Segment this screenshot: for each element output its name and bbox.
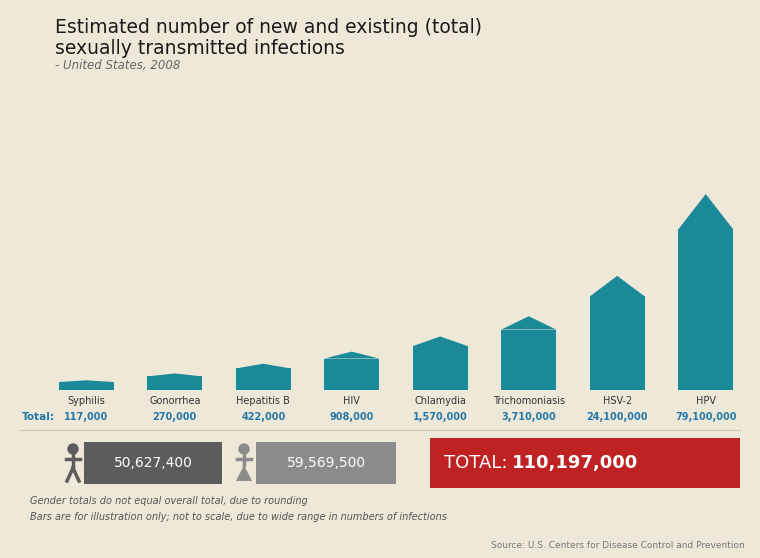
Bar (256, 442, 396, 484)
Bar (147, 377, 202, 390)
Circle shape (68, 444, 78, 454)
Text: 110,197,000: 110,197,000 (512, 454, 638, 472)
Text: Gender totals do not equal overall total, due to rounding: Gender totals do not equal overall total… (30, 496, 308, 506)
Text: Syphilis: Syphilis (68, 396, 105, 406)
Bar (413, 346, 467, 390)
Polygon shape (502, 316, 556, 330)
Text: Hepatitis B: Hepatitis B (236, 396, 290, 406)
Text: Source: U.S. Centers for Disease Control and Prevention: Source: U.S. Centers for Disease Control… (491, 541, 745, 550)
Text: HPV: HPV (695, 396, 716, 406)
Polygon shape (679, 194, 733, 229)
Text: 1,570,000: 1,570,000 (413, 412, 467, 422)
Text: 50,627,400: 50,627,400 (113, 456, 192, 470)
Text: Estimated number of new and existing (total): Estimated number of new and existing (to… (55, 18, 482, 37)
Text: - United States, 2008: - United States, 2008 (55, 59, 180, 72)
Text: 117,000: 117,000 (64, 412, 109, 422)
Polygon shape (236, 364, 290, 368)
Text: HIV: HIV (344, 396, 360, 406)
Polygon shape (236, 465, 252, 481)
Polygon shape (325, 352, 379, 359)
Text: 59,569,500: 59,569,500 (287, 456, 366, 470)
Bar (590, 296, 644, 390)
Text: 79,100,000: 79,100,000 (675, 412, 736, 422)
Bar (679, 229, 733, 390)
Text: Gonorrhea: Gonorrhea (149, 396, 201, 406)
Text: TOTAL:: TOTAL: (444, 454, 513, 472)
Text: sexually transmitted infections: sexually transmitted infections (55, 39, 345, 58)
Polygon shape (147, 373, 202, 377)
Text: 908,000: 908,000 (330, 412, 374, 422)
Text: 270,000: 270,000 (153, 412, 197, 422)
Polygon shape (59, 381, 114, 382)
Bar (59, 382, 114, 390)
Text: Bars are for illustration only; not to scale, due to wide range in numbers of in: Bars are for illustration only; not to s… (30, 512, 447, 522)
Polygon shape (590, 276, 644, 296)
Text: HSV-2: HSV-2 (603, 396, 632, 406)
Text: 422,000: 422,000 (241, 412, 285, 422)
Bar (502, 330, 556, 390)
Polygon shape (413, 336, 467, 346)
Circle shape (239, 444, 249, 454)
Text: 3,710,000: 3,710,000 (502, 412, 556, 422)
Bar (325, 359, 379, 390)
Text: Total:: Total: (22, 412, 55, 422)
Text: Trichomoniasis: Trichomoniasis (492, 396, 565, 406)
Bar (84, 442, 222, 484)
Text: Chlamydia: Chlamydia (414, 396, 466, 406)
Bar (430, 438, 740, 488)
Text: 24,100,000: 24,100,000 (587, 412, 648, 422)
Bar (236, 368, 290, 390)
